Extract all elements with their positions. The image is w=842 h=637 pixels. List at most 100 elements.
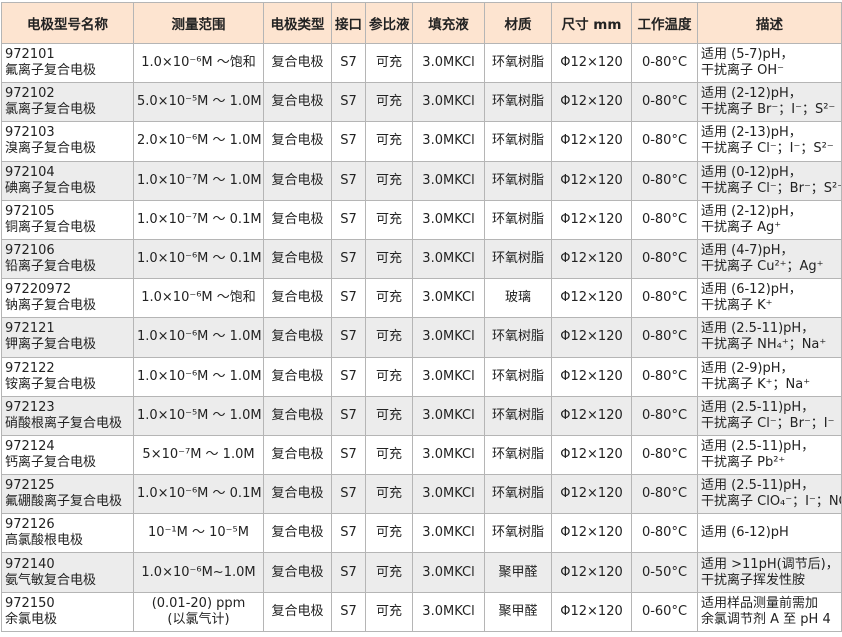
table-cell: 972121 钾离子复合电极 bbox=[1, 317, 134, 358]
table-cell: S7 bbox=[331, 82, 366, 123]
table-cell: 0-80°C bbox=[631, 278, 698, 319]
table-cell: 1.0×10⁻⁶M~1.0M bbox=[133, 552, 264, 593]
cell-line: 环氧树脂 bbox=[491, 407, 544, 423]
table-cell: 适用 (4-7)pH， 干扰离子 Cu²⁺；Ag⁺ bbox=[697, 238, 842, 280]
table-cell: S7 bbox=[331, 474, 366, 515]
table-cell: 972140 氨气敏复合电极 bbox=[1, 552, 134, 593]
table-cell: S7 bbox=[331, 434, 366, 476]
cell-line: 高氯酸根电极 bbox=[5, 533, 84, 549]
table-cell: 环氧树脂 bbox=[484, 317, 552, 358]
cell-line: 干扰离子挥发性胺 bbox=[701, 572, 806, 588]
table-cell: 3.0MKCl bbox=[412, 278, 485, 319]
cell-line: 3.0MKCl bbox=[422, 211, 475, 227]
cell-line: 适用 (2-12)pH， bbox=[701, 86, 802, 102]
table-cell: 复合电极 bbox=[263, 82, 332, 123]
cell-line: 0-80°C bbox=[641, 55, 688, 71]
cell-line: 可充 bbox=[375, 368, 402, 384]
cell-line: Φ12×120 bbox=[560, 133, 623, 149]
table-cell: 环氧树脂 bbox=[484, 395, 552, 436]
header-cell: 电极类型 bbox=[263, 2, 332, 44]
cell-line: 复合电极 bbox=[271, 407, 324, 423]
header-cell: 填充液 bbox=[412, 2, 485, 44]
table-cell: 环氧树脂 bbox=[484, 199, 552, 240]
table-cell: 972122 铵离子复合电极 bbox=[1, 356, 134, 397]
cell-line: S7 bbox=[340, 564, 357, 580]
cell-line: 1.0×10⁻⁶M~1.0M bbox=[141, 564, 256, 580]
table-cell: 1.0×10⁻⁶M ～ 0.1M bbox=[133, 238, 264, 280]
cell-line: Φ12×120 bbox=[560, 172, 623, 188]
cell-line: 适用样品测量前需加 bbox=[701, 595, 819, 611]
cell-line: 3.0MKCl bbox=[422, 368, 475, 384]
table-cell: S7 bbox=[331, 121, 366, 162]
cell-line: 0-80°C bbox=[641, 329, 688, 345]
cell-line: 环氧树脂 bbox=[491, 251, 544, 267]
table-cell: 可充 bbox=[365, 160, 413, 201]
cell-line: 复合电极 bbox=[271, 368, 324, 384]
cell-line: 氨气敏复合电极 bbox=[5, 572, 97, 588]
table-cell: (0.01-20) ppm (以氯气计) bbox=[133, 591, 264, 632]
table-row: 972103 溴离子复合电极 2.0×10⁻⁶M ～ 1.0M 复合电极 S7 可充 3.0… bbox=[1, 121, 842, 162]
cell-line: 972106 bbox=[5, 243, 55, 259]
table-cell: 环氧树脂 bbox=[484, 42, 552, 84]
cell-line: S7 bbox=[340, 407, 357, 423]
cell-line: 3.0MKCl bbox=[422, 564, 475, 580]
table-cell: 可充 bbox=[365, 238, 413, 280]
table-cell: 3.0MKCl bbox=[412, 160, 485, 201]
cell-line: Φ12×120 bbox=[560, 407, 623, 423]
table-cell: S7 bbox=[331, 160, 366, 201]
cell-line: 适用 (2-13)pH， bbox=[701, 125, 802, 141]
table-cell: 97220972 钠离子复合电极 bbox=[1, 278, 134, 319]
table-cell: 环氧树脂 bbox=[484, 474, 552, 515]
table-row: 97220972 钠离子复合电极 1.0×10⁻⁶M ～饱和 复合电极 S7 可充 3.0M… bbox=[1, 278, 842, 319]
table-cell: 0-60°C bbox=[631, 591, 698, 632]
table-cell: 1.0×10⁻⁶M ～ 0.1M bbox=[133, 474, 264, 515]
table-cell: 3.0MKCl bbox=[412, 395, 485, 436]
cell-line: 1.0×10⁻⁶M ～ 0.1M bbox=[137, 486, 262, 502]
cell-line: 适用 (2.5-11)pH， bbox=[701, 321, 815, 337]
table-row: 972122 铵离子复合电极 1.0×10⁻⁶M ～ 1.0M 复合电极 S7 可充 3.0… bbox=[1, 356, 842, 397]
table-row: 972104 碘离子复合电极 1.0×10⁻⁷M ～ 1.0M 复合电极 S7 可充 3.0… bbox=[1, 160, 842, 201]
cell-line: 可充 bbox=[375, 407, 402, 423]
cell-line: 3.0MKCl bbox=[422, 251, 475, 267]
cell-line: 碘离子复合电极 bbox=[5, 180, 97, 196]
table-cell: Φ12×120 bbox=[551, 121, 632, 162]
table-cell: 复合电极 bbox=[263, 474, 332, 515]
cell-line: 复合电极 bbox=[271, 290, 324, 306]
table-cell: 972126 高氯酸根电极 bbox=[1, 513, 134, 554]
cell-line: 3.0MKCl bbox=[422, 290, 475, 306]
table-cell: 可充 bbox=[365, 395, 413, 436]
cell-line: 复合电极 bbox=[271, 94, 324, 110]
cell-line: 适用 (6-12)pH bbox=[701, 525, 789, 541]
table-cell: S7 bbox=[331, 552, 366, 593]
cell-line: 5×10⁻⁷M ～ 1.0M bbox=[142, 446, 255, 462]
cell-line: 可充 bbox=[375, 211, 402, 227]
table-cell: 适用 (5-7)pH， 干扰离子 OH⁻ bbox=[697, 42, 842, 84]
table-cell: 3.0MKCl bbox=[412, 552, 485, 593]
table-cell: 3.0MKCl bbox=[412, 513, 485, 554]
cell-line: Φ12×120 bbox=[560, 251, 623, 267]
cell-line: 0-80°C bbox=[641, 368, 688, 384]
table-cell: 复合电极 bbox=[263, 160, 332, 201]
cell-line: 钾离子复合电极 bbox=[5, 337, 97, 353]
table-cell: Φ12×120 bbox=[551, 591, 632, 632]
cell-line: 玻璃 bbox=[504, 290, 531, 306]
cell-line: 复合电极 bbox=[271, 55, 324, 71]
cell-line: 聚甲醛 bbox=[498, 564, 538, 580]
cell-line: 铵离子复合电极 bbox=[5, 376, 97, 392]
table-cell: 0-80°C bbox=[631, 121, 698, 162]
table-cell: 环氧树脂 bbox=[484, 238, 552, 280]
cell-line: S7 bbox=[340, 329, 357, 345]
cell-line: 复合电极 bbox=[271, 329, 324, 345]
table-row: 972150 余氯电极 (0.01-20) ppm (以氯气计) 复合电极 S7 可充 3.0… bbox=[1, 591, 842, 632]
cell-line: 复合电极 bbox=[271, 486, 324, 502]
cell-line: 972126 bbox=[5, 517, 55, 533]
cell-line: 复合电极 bbox=[271, 564, 324, 580]
cell-line: 3.0MKCl bbox=[422, 446, 475, 462]
header-row: 电极型号名称 测量范围 电极类型 接口 参比液 填充液 材质 尺寸 mm 工作温度 描述 bbox=[1, 2, 842, 44]
cell-line: Φ12×120 bbox=[560, 486, 623, 502]
cell-line: 适用 (6-12)pH， bbox=[701, 282, 802, 298]
table-cell: Φ12×120 bbox=[551, 356, 632, 397]
cell-line: (0.01-20) ppm bbox=[151, 595, 246, 611]
table-cell: 5×10⁻⁷M ～ 1.0M bbox=[133, 434, 264, 476]
cell-line: 干扰离子 Br⁻；I⁻；S²⁻ bbox=[701, 102, 836, 118]
